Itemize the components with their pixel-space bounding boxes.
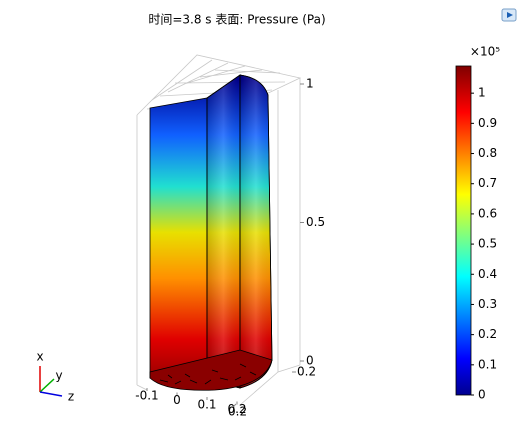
axis-tick-label: 0.2	[227, 402, 246, 416]
axis-tick-label: -0.1	[135, 389, 158, 403]
axis-box	[136, 54, 302, 406]
plot-title: 时间=3.8 s 表面: Pressure (Pa)	[148, 13, 325, 27]
colorbar-exponent: ×10⁵	[470, 45, 500, 59]
axis-tick-label: 0.5	[306, 215, 325, 229]
colorbar-tick-label: 0.3	[478, 297, 497, 311]
geometry	[149, 74, 273, 391]
axis-tick	[232, 403, 237, 408]
axis-tick-label: 0	[306, 354, 314, 368]
toolbar-icon-glyph	[507, 12, 513, 18]
triad: x y z	[36, 350, 74, 404]
colorbar-tick-label: 0.2	[478, 327, 497, 341]
colorbar-tick-label: 0.8	[478, 146, 497, 160]
axis-tick-label: 0.2	[297, 365, 316, 379]
colorbar-tick-label: 0	[478, 388, 486, 402]
colorbar-tick-label: 1	[478, 86, 486, 100]
triad-label: z	[68, 390, 74, 404]
colorbar-tick-label: 0.9	[478, 116, 497, 130]
axis-tick-label: 0	[173, 393, 181, 407]
colorbar-tick-label: 0.5	[478, 237, 497, 251]
colorbar-tick-label: 0.7	[478, 176, 497, 190]
triad-label: y	[55, 369, 62, 383]
axis-tick-label: 1	[306, 77, 314, 91]
triad-y	[39, 378, 55, 393]
colorbar-tick-label: 0.6	[478, 206, 497, 220]
triad-label: x	[36, 350, 43, 364]
colorbar-tick-label: 0.1	[478, 357, 497, 371]
colorbar-tick-label: 0.4	[478, 267, 497, 281]
colorbar	[455, 65, 472, 396]
axis-tick-label: 0.1	[197, 398, 216, 412]
triad-z	[39, 391, 63, 397]
axis-tick-label: 0.2	[228, 405, 247, 419]
